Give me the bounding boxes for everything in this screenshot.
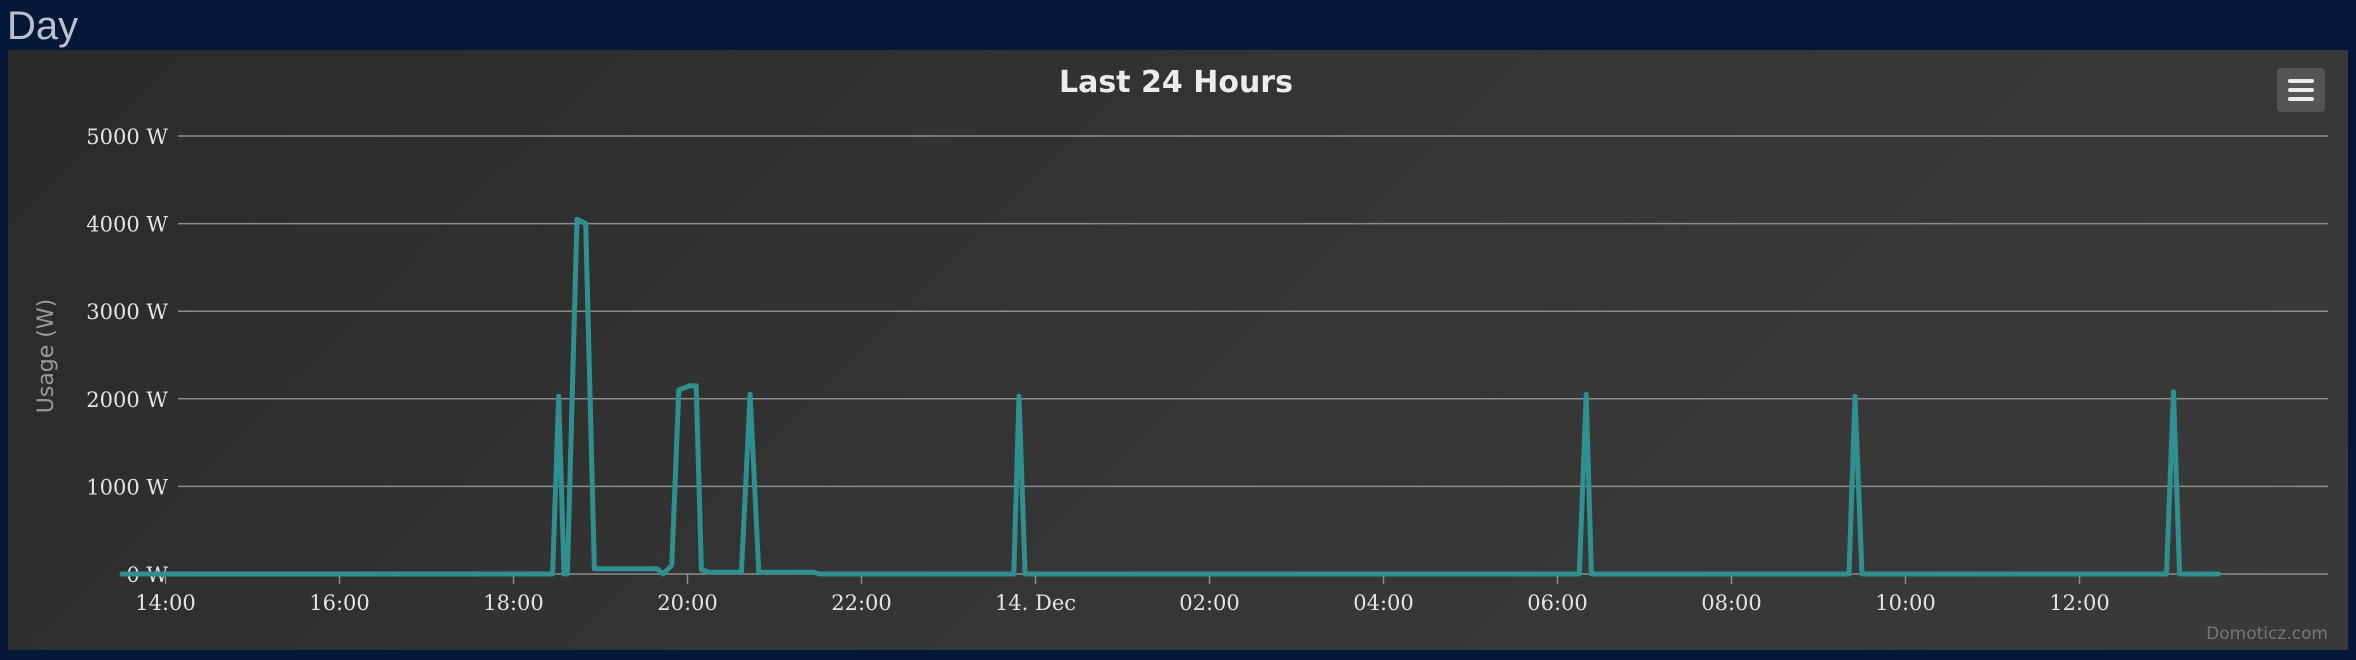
chart-menu-button[interactable]	[2277, 68, 2325, 112]
x-tick-label: 16:00	[309, 591, 370, 615]
y-axis-label: Usage (W)	[34, 299, 59, 413]
x-tick-label: 14:00	[135, 591, 196, 615]
x-tick-label: 02:00	[1179, 591, 1240, 615]
x-tick-label: 14. Dec	[995, 591, 1076, 615]
grid-lines	[178, 135, 2328, 575]
y-tick-label: 3000 W	[86, 300, 168, 324]
x-tick-label: 18:00	[483, 591, 544, 615]
usage-series-line[interactable]	[119, 216, 2222, 577]
y-tick-label: 4000 W	[86, 213, 168, 237]
x-axis-ticks: 14:00 16:00 18:00 20:00 22:00 14. Dec 02:00 04:…	[135, 574, 2110, 615]
y-tick-label: 5000 W	[86, 125, 168, 149]
x-tick-label: 10:00	[1875, 591, 1936, 615]
x-tick-label: 22:00	[831, 591, 892, 615]
x-tick-label: 06:00	[1527, 591, 1588, 615]
x-tick-label: 12:00	[2049, 591, 2110, 615]
chart-title: Last 24 Hours	[1059, 65, 1293, 100]
y-tick-label: 2000 W	[86, 388, 168, 412]
x-tick-label: 04:00	[1353, 591, 1414, 615]
x-tick-label: 20:00	[657, 591, 718, 615]
x-tick-label: 08:00	[1701, 591, 1762, 615]
series-layer	[119, 216, 2222, 577]
chart-panel: 0 W 1000 W 2000 W 3000 W 4000 W 5000 W 14:00 1…	[8, 50, 2348, 650]
credits-link[interactable]: Domoticz.com	[2206, 624, 2328, 644]
page-heading: Day	[7, 4, 79, 48]
y-tick-label: 1000 W	[86, 475, 168, 499]
